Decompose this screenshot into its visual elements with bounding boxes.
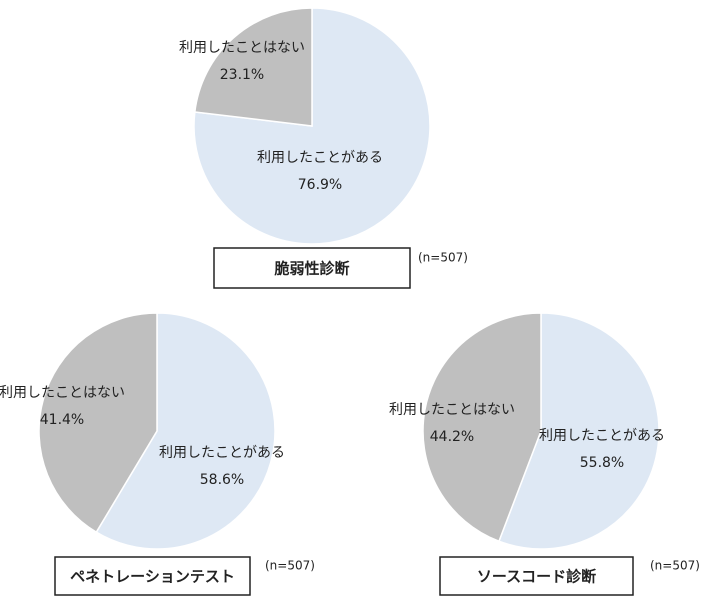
chart-title: ペネトレーションテスト <box>70 568 235 586</box>
title-box <box>54 556 251 596</box>
slice-label: 利用したことはない <box>0 385 125 401</box>
sample-note: (n=507) <box>650 559 700 573</box>
value-label: 58.6% <box>200 472 244 488</box>
chart-title: ソースコード診断 <box>477 568 596 586</box>
value-label: 76.9% <box>298 177 342 193</box>
sample-note: (n=507) <box>265 559 315 573</box>
title-box <box>439 556 634 596</box>
value-label: 23.1% <box>220 67 264 83</box>
sample-note: (n=507) <box>418 251 468 265</box>
pie-slice <box>497 312 660 550</box>
pie-slice <box>95 312 276 550</box>
value-label: 41.4% <box>40 412 84 428</box>
slice-label: 利用したことはない <box>179 40 305 56</box>
pie-slice <box>422 312 542 543</box>
slice-label: 利用したことがある <box>257 150 383 166</box>
slice-label: 利用したことがある <box>159 445 285 461</box>
slice-label: 利用したことはない <box>389 402 515 418</box>
pie-slice <box>38 312 158 534</box>
chart-title: 脆弱性診断 <box>274 260 349 278</box>
value-label: 55.8% <box>580 455 624 471</box>
title-box <box>213 247 411 289</box>
value-label: 44.2% <box>430 429 474 445</box>
slice-label: 利用したことがある <box>539 428 665 444</box>
pie-slice <box>194 7 313 127</box>
